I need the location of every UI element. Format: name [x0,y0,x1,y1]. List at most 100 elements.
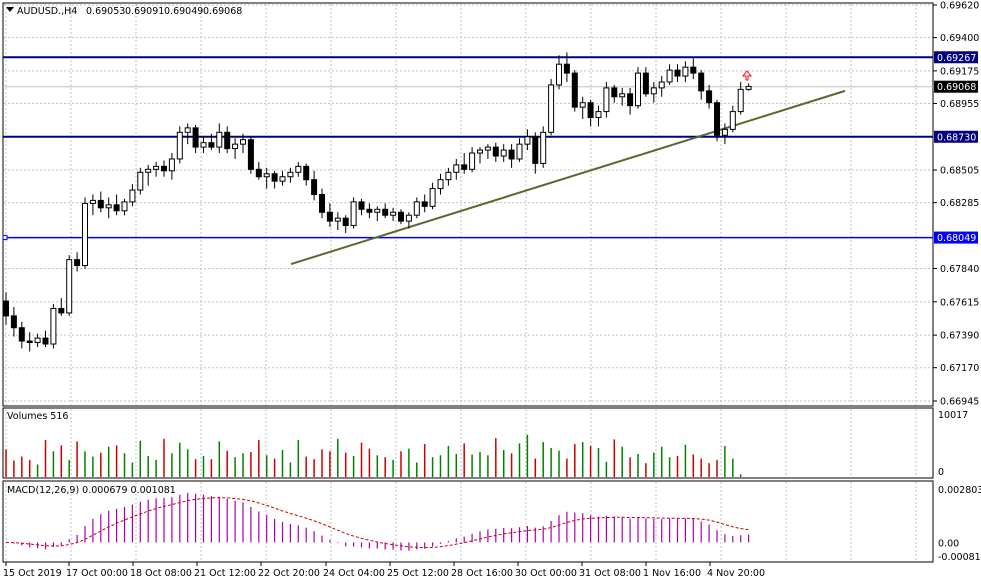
candle [516,138,523,162]
time-tick-label: 17 Oct 00:00 [66,568,128,579]
candle [445,167,452,186]
header-symbol: AUDUSD.,H4 [17,6,77,17]
trendline[interactable] [290,89,846,266]
candle [469,147,476,173]
candle [342,215,349,233]
candle [113,194,120,216]
candle [287,167,294,183]
price-panel[interactable] [2,2,934,407]
candle-body-bull [168,158,175,172]
candle-body-bull [374,208,381,213]
candle-body-bear [461,164,468,170]
candle-body-bear [421,201,428,207]
candle-body-bull [405,214,412,222]
horizontal-levels[interactable]: 0.69267 0.68730 0.68049 0.69068 [2,51,978,244]
macd-histogram: 0.002803 0.00 -0.000817 [5,485,981,563]
candle [666,64,673,85]
candle [540,126,547,168]
candle-body-bull [105,204,112,209]
time-tick-label: 22 Oct 20:00 [258,568,320,579]
macd-title: MACD(12,26,9) 0.000679 0.001081 [7,485,176,496]
candle [429,182,436,210]
time-tick-label: 18 Oct 08:00 [130,568,192,579]
candle-body-bull [745,85,752,90]
candle [532,132,539,174]
time-tick-label: 28 Oct 16:00 [451,568,513,579]
candles [3,52,752,352]
candle-body-bull [721,128,728,136]
candle-body-bull [287,171,294,178]
candle-body-bull [390,211,397,216]
candle-body-bull [429,188,436,207]
candle [247,136,254,174]
candle [500,144,507,162]
candle [200,136,207,154]
price-tick-label: 0.67170 [940,363,979,374]
candle [477,147,483,164]
time-tick-label: 4 Nov 20:00 [707,568,765,579]
candle [319,188,325,219]
candle-body-bull [500,149,507,157]
candle-body-bull [737,88,744,113]
macd-tick-label: 0.002803 [938,485,981,496]
candle [524,129,531,151]
volume-bars: 10017 0 [5,410,968,478]
price-tick-label: 0.69620 [940,1,979,12]
candle-body-bear [255,168,262,178]
candle [421,194,428,213]
candle-body-bull [524,136,531,145]
candle-body-bull [295,165,302,173]
candle [350,197,357,229]
candle-body-bear [326,211,333,222]
candle [89,194,96,216]
candle [366,203,373,219]
candle [374,206,381,222]
candle-body-bear [247,139,254,170]
time-tick-label: 30 Oct 00:00 [515,568,577,579]
price-tick-label: 0.66945 [940,397,979,408]
candle-body-bear [690,66,697,74]
candle-body-bull [635,72,641,107]
candle-body-bear [382,208,389,216]
level-price-label: 0.69068 [937,82,976,93]
candle-body-bear [18,327,25,342]
candle [556,55,562,90]
candle-body-bull [469,152,476,170]
candle-body-bear [706,90,713,104]
time-axis: 15 Oct 2019 17 Oct 00:00 18 Oct 08:00 21 Oc… [3,562,765,579]
collapse-triangle-icon[interactable] [6,7,14,12]
candle [721,123,728,145]
candle [26,332,33,352]
candle [682,61,689,82]
macd-tick-label: 0.00 [938,538,959,549]
candle-body-bear [532,136,539,164]
candle [413,197,420,219]
candle-body-bull [129,189,136,203]
candle [145,164,152,186]
candle-body-bear [10,315,17,329]
candle [390,207,397,222]
price-tick-label: 0.68955 [940,99,979,110]
candle-body-bear [97,199,104,209]
candle-body-bear [611,87,618,98]
candle [737,81,744,115]
macd-panel[interactable] [2,480,934,563]
volumes-panel[interactable] [2,407,934,479]
candle [627,87,634,115]
candle-body-bear [311,179,318,195]
candle-body-bull [263,173,270,178]
candle-body-bull [729,111,736,130]
time-tick-label: 25 Oct 12:00 [387,568,449,579]
candle [611,84,618,103]
candle [208,133,215,151]
candle [563,52,570,82]
candle-body-bull [34,337,41,344]
candle [240,133,246,154]
candle-body-bear [674,69,681,77]
candle-body-bull [650,87,657,95]
up-arrow-signal-icon[interactable] [741,70,753,81]
candle-body-bear [627,93,634,107]
candle [334,212,341,231]
